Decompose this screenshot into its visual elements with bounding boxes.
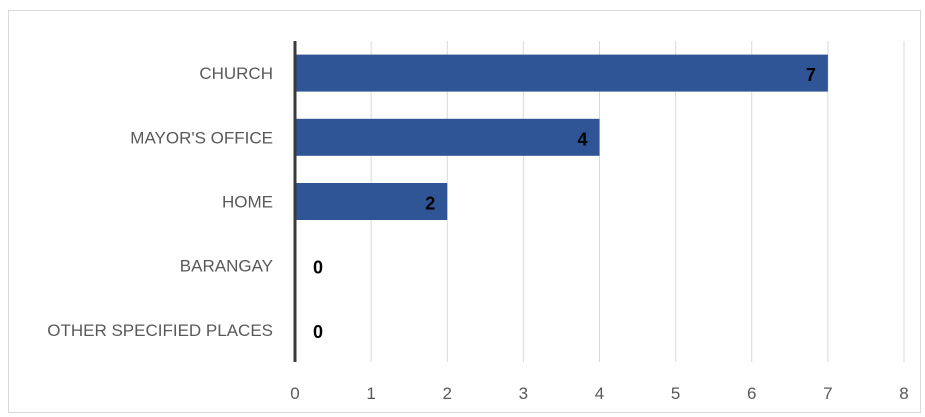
x-tick-label: 8	[899, 384, 908, 403]
category-label: MAYOR'S OFFICE	[130, 128, 273, 147]
x-tick-label: 4	[595, 384, 604, 403]
data-label: 4	[577, 129, 587, 149]
x-tick-label: 6	[747, 384, 756, 403]
x-tick-label: 5	[671, 384, 680, 403]
category-labels: CHURCH MAYOR'S OFFICE HOME BARANGAY OTHER SP…	[47, 64, 273, 340]
bars	[295, 54, 828, 220]
gridlines	[370, 41, 905, 362]
data-labels: 7 4 2 0 0	[313, 65, 816, 342]
x-tick-label: 0	[290, 384, 299, 403]
x-tick-label: 7	[823, 384, 832, 403]
data-label: 7	[806, 65, 816, 85]
x-tick-label: 2	[443, 384, 452, 403]
bar-church	[295, 54, 828, 92]
category-label: CHURCH	[199, 64, 273, 83]
category-label: BARANGAY	[180, 257, 273, 276]
x-tick-label: 1	[366, 384, 375, 403]
data-label: 0	[313, 322, 323, 342]
bar-mayor-s-office	[295, 118, 600, 156]
category-label: HOME	[222, 193, 273, 212]
x-tick-labels: 0 1 2 3 4 5 6 7 8	[290, 384, 908, 403]
data-label: 2	[425, 194, 435, 214]
bar-home	[295, 183, 448, 220]
data-label: 0	[313, 258, 323, 278]
category-label: OTHER SPECIFIED PLACES	[47, 321, 273, 340]
x-tick-label: 3	[519, 384, 528, 403]
